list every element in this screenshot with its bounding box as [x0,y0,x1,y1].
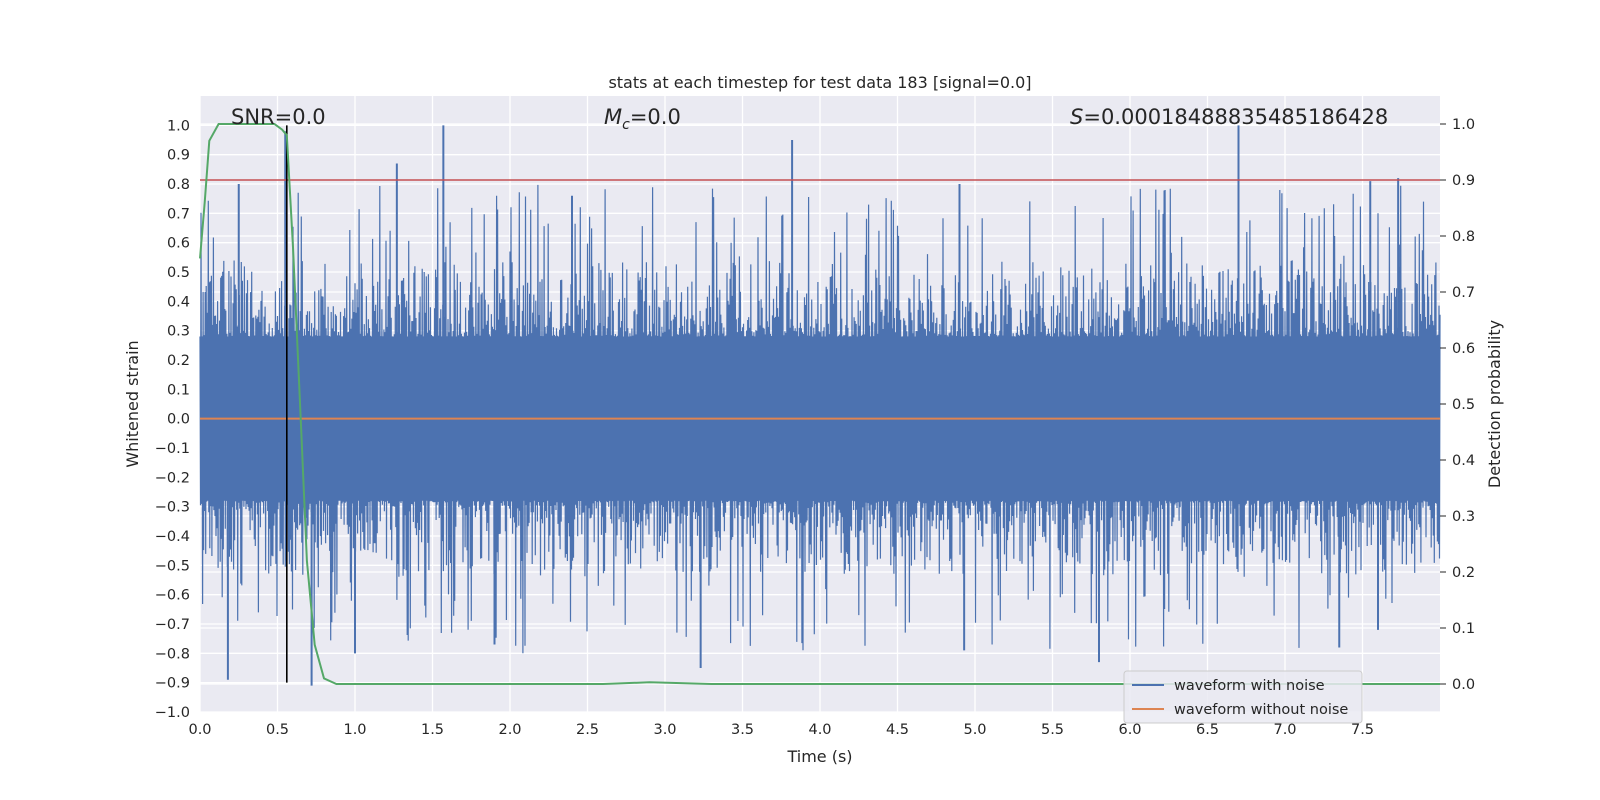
x-tick-label: 5.0 [963,722,986,738]
y-tick-label: 0.3 [167,324,190,340]
x-tick-label: 2.0 [498,722,521,738]
y-tick-label: −0.4 [155,529,190,545]
legend-label-noise: waveform with noise [1174,678,1325,694]
y-tick-label: 0.0 [167,412,190,428]
y-tick-label: 0.2 [167,353,190,369]
y-tick-label: −0.5 [155,558,190,574]
s-value: =0.00018488835485186428 [1083,105,1388,129]
y-tick-label: 0.9 [167,148,190,164]
y2-tick-label: 0.1 [1452,621,1475,637]
y2-tick-label: 0.6 [1452,341,1475,357]
y-tick-label: 0.1 [167,382,190,398]
y-tick-label: −0.7 [155,617,190,633]
y-tick-label: 0.7 [167,206,190,222]
x-axis-label: Time (s) [786,747,852,766]
snr-annotation: SNR=0.0 [231,105,326,129]
series-waveform-with-noise [199,125,1441,686]
y-tick-label: −0.1 [155,441,190,457]
y-tick-label: −0.2 [155,470,190,486]
y-tick-label: 0.5 [167,265,190,281]
x-tick-label: 2.5 [576,722,599,738]
y2-tick-label: 0.4 [1452,453,1475,469]
x-tick-label: 3.5 [731,722,754,738]
y2-axis-label: Detection probability [1485,320,1504,488]
s-symbol: S [1070,105,1083,129]
y-tick-label: −0.3 [155,500,190,516]
y2-tick-label: 0.3 [1452,509,1475,525]
x-tick-label: 0.5 [266,722,289,738]
chirp-mass-subscript: c [622,117,630,133]
x-tick-label: 6.0 [1118,722,1141,738]
x-tick-label: 3.0 [653,722,676,738]
x-tick-label: 5.5 [1041,722,1064,738]
x-tick-label: 1.0 [343,722,366,738]
legend: waveform with noise waveform without noi… [1123,670,1363,724]
series-lines [199,123,1440,685]
chart-title: stats at each timestep for test data 183… [608,73,1031,92]
legend-label-clean: waveform without noise [1174,702,1348,718]
y2-tick-label: 0.9 [1452,173,1475,189]
y2-tick-label: 0.8 [1452,229,1475,245]
y-axis-label: Whitened strain [123,340,142,467]
y-tick-label: 0.8 [167,177,190,193]
axis-ticks: 0.0 0.5 1.0 1.5 2.0 2.5 3.0 3.5 4.0 4.5 5.0 5.5 6.0 6… [155,117,1475,738]
y-tick-label: −0.9 [155,676,190,692]
y-tick-label: −1.0 [155,705,190,721]
x-tick-label: 1.5 [421,722,444,738]
y2-tick-label: 0.0 [1452,677,1475,693]
y2-tick-label: 1.0 [1452,117,1475,133]
y2-tick-label: 0.5 [1452,397,1475,413]
chirp-mass-annotation: Mc=0.0 [604,105,681,133]
noise-waveform-line [199,184,1441,654]
chirp-mass-symbol: M [604,105,622,129]
detection-probability-line [199,123,1440,685]
x-tick-label: 0.0 [188,722,211,738]
y2-tick-label: 0.7 [1452,285,1475,301]
x-tick-label: 4.0 [808,722,831,738]
y-tick-label: 0.4 [167,294,190,310]
legend-box [1123,670,1363,724]
y-tick-label: −0.6 [155,588,190,604]
x-tick-label: 6.5 [1196,722,1219,738]
y-tick-label: 1.0 [167,118,190,134]
x-tick-label: 7.0 [1273,722,1296,738]
y-tick-label: 0.6 [167,236,190,252]
s-annotation: S=0.00018488835485186428 [1070,105,1388,129]
y2-tick-label: 0.2 [1452,565,1475,581]
y-tick-label: −0.8 [155,646,190,662]
chirp-mass-value: =0.0 [630,105,681,129]
x-tick-label: 4.5 [886,722,909,738]
x-tick-label: 7.5 [1351,722,1374,738]
